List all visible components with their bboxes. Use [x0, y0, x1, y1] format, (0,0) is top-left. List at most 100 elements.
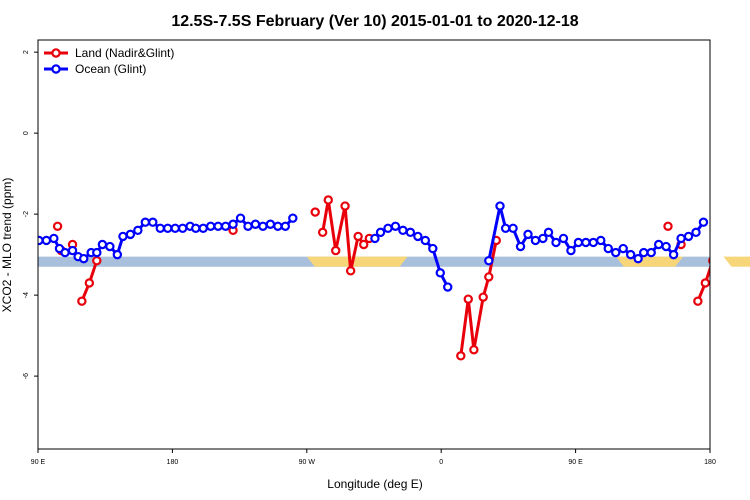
- data-point: [700, 278, 710, 288]
- data-point: [155, 223, 165, 234]
- data-point: [551, 237, 561, 248]
- data-point: [573, 237, 584, 248]
- data-point: [213, 221, 223, 231]
- data-point: [588, 237, 599, 248]
- data-point: [60, 247, 70, 258]
- data-point: [625, 249, 636, 260]
- data-point: [340, 201, 350, 211]
- legend-label: Ocean (Glint): [75, 62, 146, 76]
- data-point: [653, 239, 664, 250]
- data-point: [478, 292, 488, 302]
- data-point: [420, 235, 431, 246]
- x-tick-label: 180: [167, 459, 179, 466]
- data-point: [112, 249, 123, 260]
- plot-frame: [37, 39, 711, 450]
- land-band-segment: [615, 256, 684, 267]
- data-point: [310, 207, 320, 217]
- data-point: [508, 223, 518, 234]
- data-point: [235, 213, 246, 223]
- data-point: [243, 221, 253, 231]
- x-tick-label: 0: [439, 459, 443, 466]
- series-layer: [38, 195, 710, 361]
- data-point: [538, 233, 548, 244]
- y-tick-label: -2: [23, 211, 30, 217]
- x-axis-label: Longitude (deg E): [327, 477, 422, 491]
- data-point: [383, 223, 393, 234]
- data-point: [500, 223, 511, 234]
- x-tick-label: 90 E: [568, 459, 583, 466]
- data-point: [133, 225, 143, 236]
- data-point: [370, 233, 380, 244]
- data-point: [323, 195, 333, 205]
- legend-marker: [51, 48, 61, 58]
- data-point: [38, 235, 44, 246]
- land-band-segment: [306, 256, 408, 267]
- data-point: [676, 233, 686, 244]
- data-point: [398, 225, 408, 236]
- data-point: [148, 217, 158, 227]
- data-point: [693, 296, 703, 306]
- y-tick-label: 2: [23, 50, 30, 54]
- data-point: [265, 219, 276, 229]
- data-point: [484, 272, 494, 282]
- chart-title: 12.5S-7.5S February (Ver 10) 2015-01-01 …: [171, 13, 578, 30]
- data-point: [52, 221, 63, 231]
- land-band-segment: [723, 256, 750, 267]
- data-point: [663, 221, 673, 231]
- data-point: [77, 296, 87, 306]
- data-point: [566, 245, 576, 256]
- series-ocean: [38, 201, 709, 292]
- data-point: [683, 231, 694, 242]
- data-point: [170, 223, 180, 234]
- data-point: [92, 247, 102, 258]
- legend-marker: [51, 64, 61, 74]
- data-point: [84, 278, 95, 288]
- data-point: [67, 245, 78, 256]
- data-point: [603, 243, 613, 254]
- data-point: [428, 243, 438, 254]
- y-tick-label: -6: [23, 373, 30, 379]
- data-point: [345, 266, 356, 276]
- data-point: [177, 223, 188, 234]
- y-axis: 2 0 -2 -4 -6: [23, 50, 38, 379]
- data-point: [456, 351, 466, 361]
- data-point: [558, 233, 569, 244]
- data-point: [646, 247, 656, 258]
- x-axis: 90 E 180 90 W 0 90 E 180: [31, 449, 716, 466]
- legend: Land (Nadir&Glint) Ocean (Glint): [44, 46, 174, 76]
- data-point: [92, 255, 102, 266]
- data-point: [515, 241, 526, 252]
- data-point: [543, 227, 554, 238]
- data-point: [463, 294, 473, 304]
- data-point: [668, 249, 679, 260]
- data-point: [435, 268, 445, 278]
- data-point: [633, 253, 643, 264]
- data-point: [390, 221, 401, 231]
- data-point: [41, 235, 52, 246]
- data-point: [581, 237, 591, 248]
- data-point: [523, 229, 533, 240]
- data-point: [205, 221, 216, 231]
- y-tick-label: -4: [23, 292, 30, 298]
- x-tick-label: 90 E: [31, 459, 46, 466]
- data-point: [611, 247, 621, 258]
- data-point: [331, 245, 341, 256]
- data-point: [288, 213, 298, 223]
- data-point: [530, 235, 541, 246]
- data-point: [79, 253, 89, 264]
- x-tick-label: 180: [704, 459, 716, 466]
- data-point: [280, 221, 291, 231]
- data-point: [118, 231, 128, 242]
- legend-label: Land (Nadir&Glint): [75, 46, 174, 60]
- data-point: [353, 231, 363, 242]
- data-point: [375, 227, 386, 238]
- data-point: [596, 235, 606, 246]
- data-point: [258, 221, 268, 231]
- data-point: [250, 219, 261, 229]
- data-point: [105, 241, 115, 252]
- data-point: [140, 217, 151, 227]
- data-point: [495, 201, 505, 211]
- data-point: [49, 233, 59, 244]
- data-point: [125, 229, 136, 240]
